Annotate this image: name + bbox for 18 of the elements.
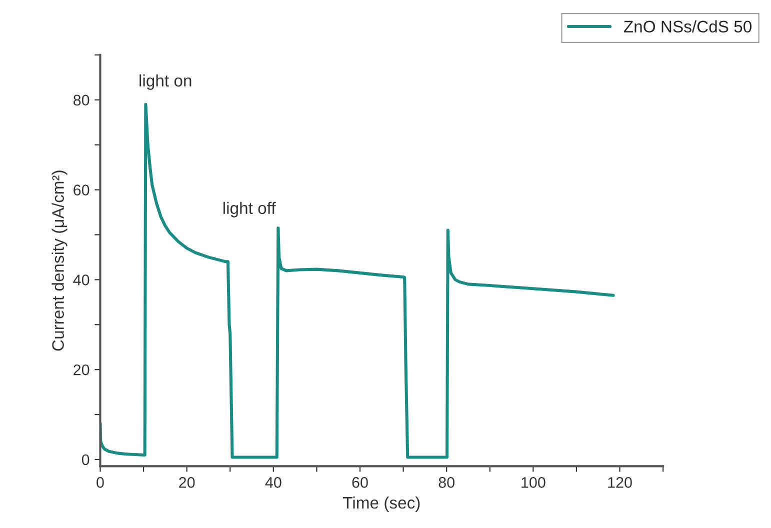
y-tick-label: 20	[74, 364, 90, 376]
y-tick-label: 40	[73, 274, 90, 286]
annotation: light off	[223, 202, 276, 218]
x-tick-label: 80	[438, 477, 454, 488]
x-tick-label: 40	[265, 477, 282, 488]
x-tick-label: 60	[352, 477, 368, 488]
x-tick-label: 120	[608, 477, 632, 488]
x-tick-label: 100	[522, 477, 546, 488]
y-tick-label: 80	[73, 94, 90, 106]
y-tick-label: 60	[74, 184, 90, 196]
y-axis-title: Current density (μA/cm²)	[52, 170, 68, 351]
annotation: light on	[140, 74, 192, 90]
legend-label: ZnO NSs/CdS 50	[624, 20, 752, 33]
x-tick-label: 20	[179, 477, 195, 488]
x-tick-label: 0	[96, 477, 104, 488]
line-series	[100, 102, 615, 459]
x-axis-title: Time (sec)	[342, 496, 420, 512]
y-tick-label: 0	[82, 454, 90, 466]
